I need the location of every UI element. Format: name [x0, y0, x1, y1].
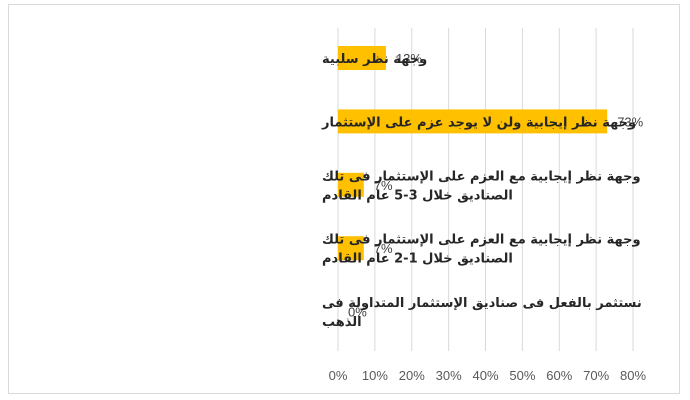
data-label: 7% — [374, 178, 393, 193]
bar — [338, 236, 364, 261]
x-tick-label: 50% — [509, 368, 535, 383]
category-label: الصناديق خلال 3-5 عام القادم — [322, 188, 513, 203]
data-label: 13% — [396, 51, 422, 66]
category-label: وجهة نظر إيجابية ولن لا يوجد عزم على الإ… — [321, 115, 636, 130]
x-tick-label: 0% — [329, 368, 348, 383]
x-tick-label: 70% — [583, 368, 609, 383]
bar — [338, 172, 364, 197]
category-label: الذهب — [322, 315, 362, 330]
x-tick-label: 80% — [620, 368, 646, 383]
x-tick-label: 60% — [546, 368, 572, 383]
x-tick-label: 40% — [472, 368, 498, 383]
x-tick-label: 30% — [436, 368, 462, 383]
bar — [338, 46, 386, 70]
data-label: 73% — [617, 114, 643, 129]
category-label: وجهة نظر سلبية — [322, 52, 427, 67]
category-label: الصناديق خلال 1-2 عام القادم — [322, 252, 513, 267]
category-label: وجهة نظر إيجابية مع العزم على الإستثمار … — [322, 169, 641, 184]
data-label: 0% — [348, 305, 367, 320]
x-tick-label: 20% — [399, 368, 425, 383]
category-label: نستثمر بالفعل فى صناديق الإستثمار المتدا… — [322, 296, 642, 311]
x-tick-label: 10% — [362, 368, 388, 383]
category-label: وجهة نظر إيجابية مع العزم على الإستثمار … — [322, 233, 641, 248]
bar — [338, 109, 608, 134]
data-label: 7% — [374, 241, 393, 256]
